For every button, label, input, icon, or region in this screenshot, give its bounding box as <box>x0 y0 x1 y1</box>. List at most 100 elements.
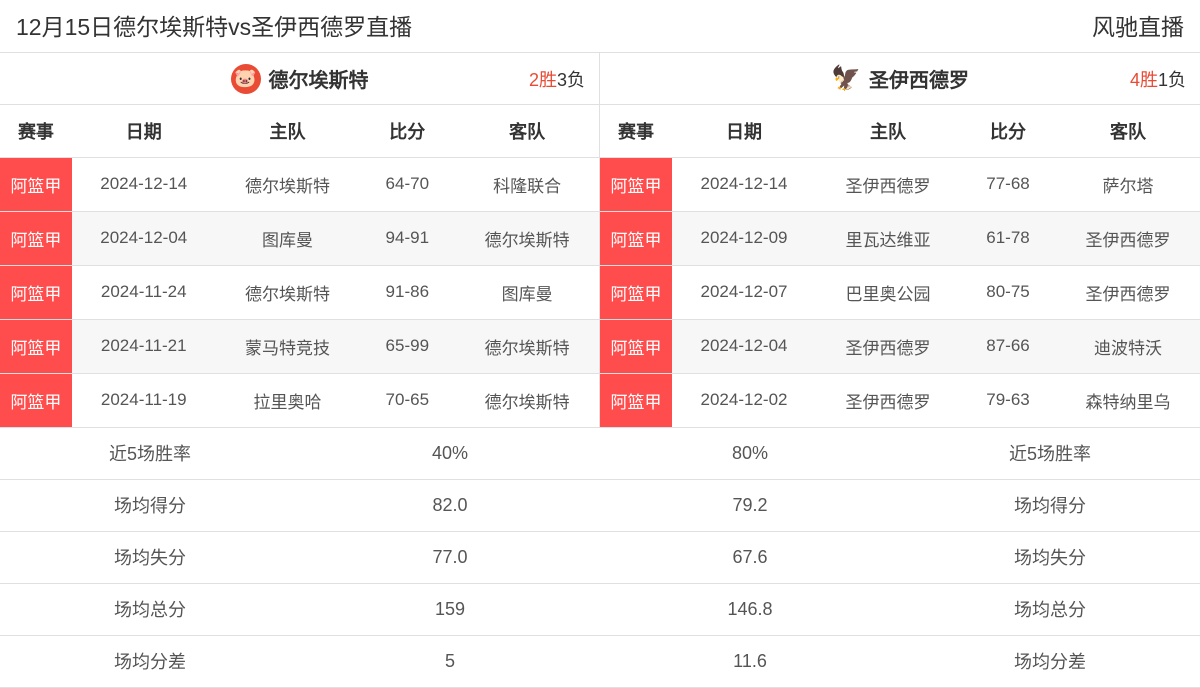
date-cell: 2024-12-09 <box>672 211 816 265</box>
league-cell: 阿篮甲 <box>600 211 672 265</box>
stat-value: 79.2 <box>600 480 900 531</box>
score-cell: 61-78 <box>960 211 1056 265</box>
table-row: 阿篮甲 2024-12-09 里瓦达维亚 61-78 圣伊西德罗 <box>600 211 1200 265</box>
home-cell: 圣伊西德罗 <box>816 373 960 427</box>
col-score: 比分 <box>359 105 455 157</box>
stats-section: 近5场胜率 40% 场均得分 82.0 场均失分 77.0 场均总分 159 场… <box>0 428 1200 688</box>
team-a-name: 德尔埃斯特 <box>269 64 369 93</box>
home-cell: 蒙马特竞技 <box>216 319 360 373</box>
home-cell: 图库曼 <box>216 211 360 265</box>
score-cell: 80-75 <box>960 265 1056 319</box>
stat-value: 11.6 <box>600 636 900 687</box>
team-b-logo-icon: 🦅 <box>831 64 861 94</box>
league-cell: 阿篮甲 <box>0 157 72 211</box>
table-row: 阿篮甲 2024-11-19 拉里奥哈 70-65 德尔埃斯特 <box>0 373 599 427</box>
team-b-panel: 🦅 圣伊西德罗 4胜1负 赛事 日期 主队 比分 客队 阿篮甲 <box>600 53 1200 428</box>
date-cell: 2024-12-14 <box>672 157 816 211</box>
score-cell: 70-65 <box>359 373 455 427</box>
home-cell: 里瓦达维亚 <box>816 211 960 265</box>
away-cell: 德尔埃斯特 <box>455 211 599 265</box>
away-cell: 森特纳里乌 <box>1056 373 1200 427</box>
score-cell: 87-66 <box>960 319 1056 373</box>
date-cell: 2024-12-07 <box>672 265 816 319</box>
date-cell: 2024-12-04 <box>672 319 816 373</box>
team-b-record: 4胜1负 <box>1130 66 1186 92</box>
table-row: 阿篮甲 2024-12-04 圣伊西德罗 87-66 迪波特沃 <box>600 319 1200 373</box>
league-cell: 阿篮甲 <box>0 265 72 319</box>
away-cell: 德尔埃斯特 <box>455 373 599 427</box>
league-cell: 阿篮甲 <box>600 373 672 427</box>
league-cell: 阿篮甲 <box>600 319 672 373</box>
score-cell: 77-68 <box>960 157 1056 211</box>
table-row: 阿篮甲 2024-12-14 圣伊西德罗 77-68 萨尔塔 <box>600 157 1200 211</box>
date-cell: 2024-11-24 <box>72 265 216 319</box>
stat-value: 80% <box>600 428 900 479</box>
table-row: 阿篮甲 2024-12-04 图库曼 94-91 德尔埃斯特 <box>0 211 599 265</box>
stat-label: 场均失分 <box>0 532 300 583</box>
table-row: 阿篮甲 2024-12-02 圣伊西德罗 79-63 森特纳里乌 <box>600 373 1200 427</box>
date-cell: 2024-11-19 <box>72 373 216 427</box>
score-cell: 94-91 <box>359 211 455 265</box>
stat-value: 82.0 <box>300 480 600 531</box>
home-cell: 巴里奥公园 <box>816 265 960 319</box>
stat-label: 场均总分 <box>0 584 300 635</box>
home-cell: 拉里奥哈 <box>216 373 360 427</box>
col-date: 日期 <box>672 105 816 157</box>
stat-value: 77.0 <box>300 532 600 583</box>
away-cell: 德尔埃斯特 <box>455 319 599 373</box>
league-cell: 阿篮甲 <box>0 373 72 427</box>
score-cell: 65-99 <box>359 319 455 373</box>
table-row: 阿篮甲 2024-12-14 德尔埃斯特 64-70 科隆联合 <box>0 157 599 211</box>
home-cell: 德尔埃斯特 <box>216 265 360 319</box>
date-cell: 2024-11-21 <box>72 319 216 373</box>
score-cell: 64-70 <box>359 157 455 211</box>
stat-label: 场均总分 <box>900 584 1200 635</box>
stat-value: 146.8 <box>600 584 900 635</box>
stat-label: 近5场胜率 <box>900 428 1200 479</box>
score-cell: 79-63 <box>960 373 1056 427</box>
stat-value: 5 <box>300 636 600 687</box>
table-row: 阿篮甲 2024-12-07 巴里奥公园 80-75 圣伊西德罗 <box>600 265 1200 319</box>
score-cell: 91-86 <box>359 265 455 319</box>
col-date: 日期 <box>72 105 216 157</box>
team-a-wins: 2胜 <box>529 70 557 90</box>
stat-label: 场均失分 <box>900 532 1200 583</box>
stat-label: 场均分差 <box>0 636 300 687</box>
away-cell: 图库曼 <box>455 265 599 319</box>
stat-label: 场均得分 <box>0 480 300 531</box>
away-cell: 萨尔塔 <box>1056 157 1200 211</box>
home-cell: 圣伊西德罗 <box>816 157 960 211</box>
col-away: 客队 <box>455 105 599 157</box>
stat-value: 40% <box>300 428 600 479</box>
away-cell: 圣伊西德罗 <box>1056 265 1200 319</box>
team-a-logo-icon: 🐷 <box>231 64 261 94</box>
page-header: 12月15日德尔埃斯特vs圣伊西德罗直播 风驰直播 <box>0 0 1200 52</box>
team-b-name: 圣伊西德罗 <box>869 64 969 93</box>
league-cell: 阿篮甲 <box>0 319 72 373</box>
col-home: 主队 <box>216 105 360 157</box>
team-a-header: 🐷 德尔埃斯特 2胜3负 <box>0 53 599 105</box>
team-b-losses: 1负 <box>1158 70 1186 90</box>
away-cell: 圣伊西德罗 <box>1056 211 1200 265</box>
col-league: 赛事 <box>0 105 72 157</box>
stat-label: 场均得分 <box>900 480 1200 531</box>
stat-label: 近5场胜率 <box>0 428 300 479</box>
col-league: 赛事 <box>600 105 672 157</box>
team-b-header: 🦅 圣伊西德罗 4胜1负 <box>600 53 1200 105</box>
date-cell: 2024-12-04 <box>72 211 216 265</box>
team-a-losses: 3负 <box>557 70 585 90</box>
team-a-table: 赛事 日期 主队 比分 客队 阿篮甲 2024-12-14 德尔埃斯特 64-7… <box>0 105 599 428</box>
team-a-record: 2胜3负 <box>529 66 585 92</box>
table-row: 阿篮甲 2024-11-24 德尔埃斯特 91-86 图库曼 <box>0 265 599 319</box>
league-cell: 阿篮甲 <box>600 265 672 319</box>
away-cell: 迪波特沃 <box>1056 319 1200 373</box>
page-title: 12月15日德尔埃斯特vs圣伊西德罗直播 <box>16 8 412 42</box>
col-home: 主队 <box>816 105 960 157</box>
stat-value: 159 <box>300 584 600 635</box>
col-score: 比分 <box>960 105 1056 157</box>
team-a-stats: 近5场胜率 40% 场均得分 82.0 场均失分 77.0 场均总分 159 场… <box>0 428 600 688</box>
league-cell: 阿篮甲 <box>0 211 72 265</box>
date-cell: 2024-12-02 <box>672 373 816 427</box>
team-a-panel: 🐷 德尔埃斯特 2胜3负 赛事 日期 主队 比分 客队 阿篮甲 <box>0 53 600 428</box>
team-b-stats: 80% 近5场胜率 79.2 场均得分 67.6 场均失分 146.8 场均总分… <box>600 428 1200 688</box>
